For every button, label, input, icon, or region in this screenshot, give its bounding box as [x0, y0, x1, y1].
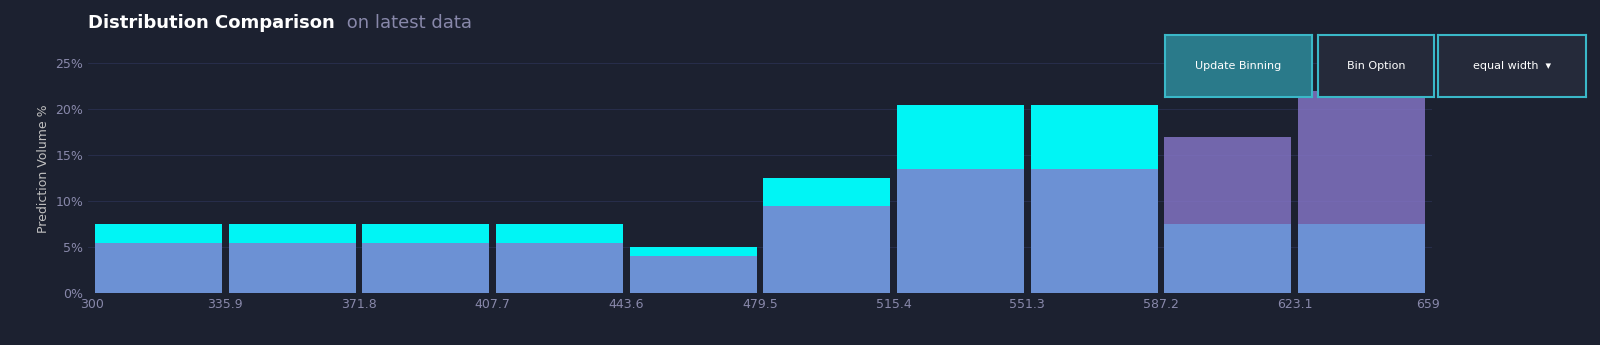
Bar: [496, 243, 622, 293]
Text: on latest data: on latest data: [341, 14, 472, 32]
Bar: [94, 224, 222, 293]
Bar: [1298, 224, 1426, 293]
Bar: [1165, 137, 1291, 293]
Bar: [1030, 105, 1158, 293]
Text: equal width  ▾: equal width ▾: [1474, 61, 1550, 70]
Bar: [1030, 169, 1158, 293]
Bar: [1165, 224, 1291, 293]
Bar: [898, 105, 1024, 293]
Bar: [898, 169, 1024, 293]
Bar: [630, 247, 757, 293]
Bar: [229, 224, 355, 293]
Bar: [1298, 91, 1426, 293]
Y-axis label: Prediction Volume %: Prediction Volume %: [37, 105, 50, 233]
Bar: [362, 243, 490, 293]
Bar: [496, 224, 622, 293]
Bar: [763, 206, 890, 293]
Bar: [94, 243, 222, 293]
Bar: [229, 243, 355, 293]
Bar: [362, 224, 490, 293]
Text: Bin Option: Bin Option: [1347, 61, 1405, 70]
Bar: [630, 256, 757, 293]
Bar: [763, 178, 890, 293]
Text: Update Binning: Update Binning: [1195, 61, 1282, 70]
Text: Distribution Comparison: Distribution Comparison: [88, 14, 334, 32]
